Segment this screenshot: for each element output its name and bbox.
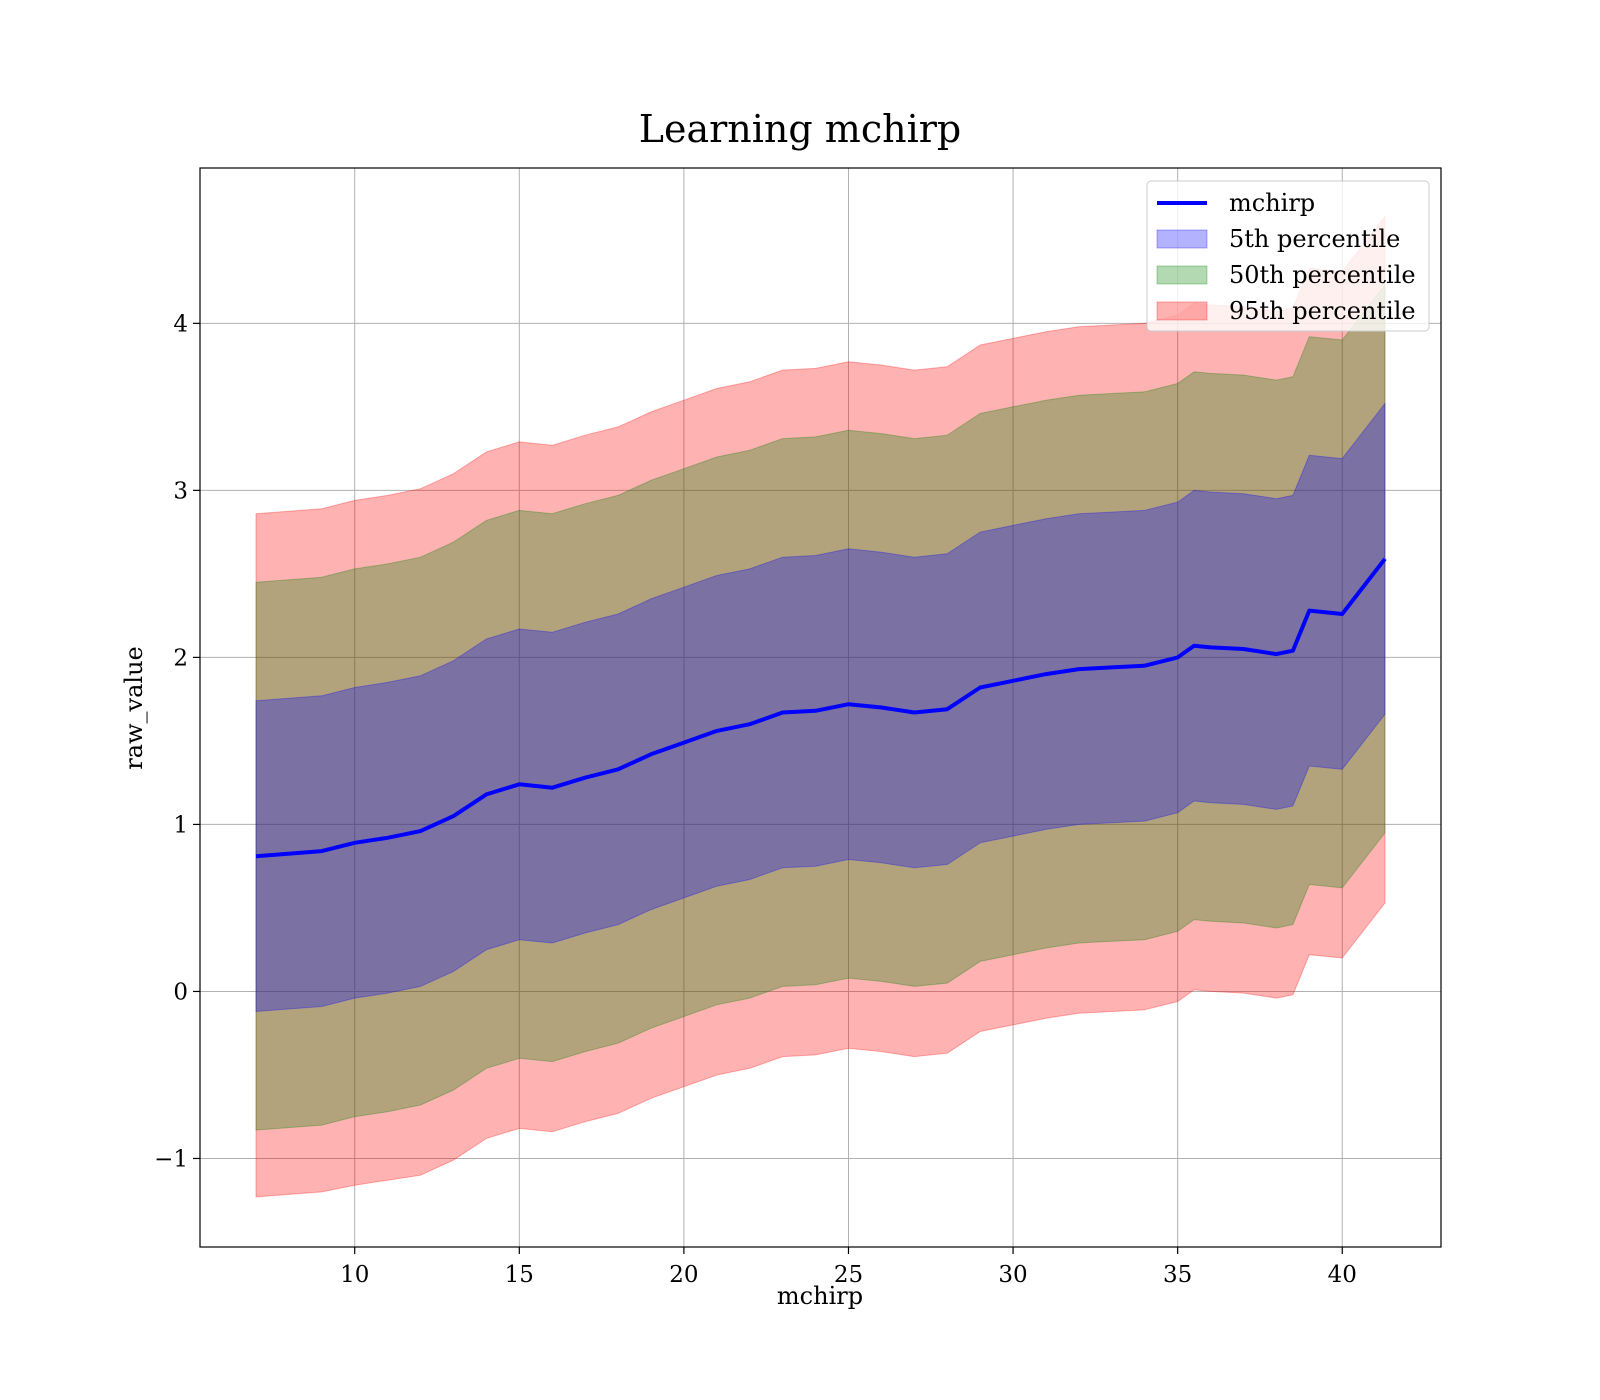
band-5th-percentile (255, 402, 1386, 1013)
y-tick-label-0: −1 (154, 1146, 188, 1172)
legend-label-50th-percentile: 50th percentile (1229, 261, 1416, 289)
plot-frame (199, 167, 1442, 1248)
x-tick-label-5: 35 (1163, 1262, 1192, 1288)
legend-swatch-50th-percentile (1156, 265, 1208, 285)
x-axis-label: mchirp (777, 1282, 863, 1310)
band-50th-percentile (255, 283, 1386, 1131)
legend: mchirp 5th percentile 50th percentile 95th … (1146, 180, 1430, 332)
x-tick-label-0: 10 (340, 1262, 369, 1288)
x-tick-label-1: 15 (505, 1262, 534, 1288)
x-tick-label-4: 30 (998, 1262, 1027, 1288)
y-tick-label-4: 3 (173, 478, 188, 504)
chart-title: Learning mchirp (639, 107, 961, 151)
legend-label-5th-percentile: 5th percentile (1229, 225, 1400, 253)
x-tick-label-2: 20 (669, 1262, 698, 1288)
legend-swatch-5th-percentile (1156, 229, 1208, 249)
y-axis-label: raw_value (120, 646, 148, 770)
axis-ticks: 10 15 20 25 30 35 40 −1 0 1 2 3 4 (154, 311, 1357, 1288)
x-tick-label-6: 40 (1328, 1262, 1357, 1288)
y-tick-label-1: 0 (173, 979, 188, 1005)
percentile-bands (255, 214, 1386, 1198)
band-95th-percentile (255, 214, 1386, 1198)
legend-label-mchirp: mchirp (1229, 189, 1315, 217)
mean-line-layer (255, 557, 1387, 859)
legend-label-95th-percentile: 95th percentile (1229, 297, 1416, 325)
series-line-mchirp (255, 557, 1387, 859)
y-tick-label-5: 4 (173, 311, 188, 337)
legend-swatch-95th-percentile (1156, 301, 1208, 321)
x-tick-label-3: 25 (834, 1262, 863, 1288)
y-tick-label-3: 2 (173, 645, 188, 671)
y-tick-label-2: 1 (173, 812, 188, 838)
legend-box (1146, 180, 1430, 332)
